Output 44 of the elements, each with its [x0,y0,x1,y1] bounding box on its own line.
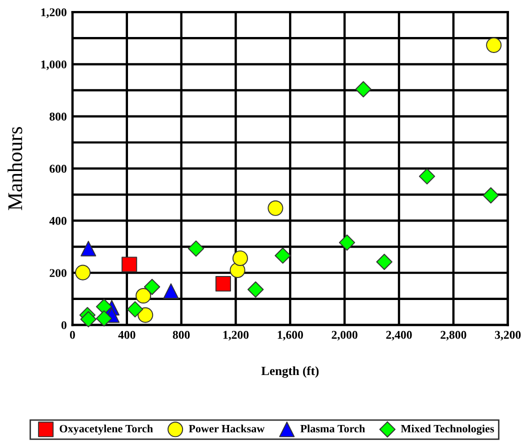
point [215,276,231,292]
point [482,187,499,204]
x-tick-label: 3,200 [495,330,521,341]
point [96,310,112,327]
point [232,250,248,266]
point [126,301,144,318]
x-axis-title: Length (ft) [261,366,319,378]
point [122,256,138,272]
y-tick-label: 400 [49,216,66,225]
point [248,281,264,298]
legend-label: Power Hacksaw [188,424,265,432]
point [144,278,160,295]
point [138,307,154,323]
point [80,311,96,328]
point [274,248,291,264]
x-tick-label: 2,400 [386,330,412,341]
y-tick-label: 1,000 [41,60,66,70]
x-tick-label: 1,200 [223,330,249,341]
point [188,240,204,257]
x-tick-label: 2,800 [440,330,466,341]
x-tick-label: 800 [172,330,190,339]
x-tick-label: 2,000 [332,330,358,341]
x-tick-label: 1,600 [278,330,303,341]
point [268,200,284,216]
y-tick-label: 800 [50,112,66,121]
point [486,37,502,53]
legend-label: Oxyacetylene Torch [60,424,153,435]
legend-label: Mixed Technologies [400,424,494,435]
y-tick-label: 0 [61,321,66,330]
point [163,283,179,299]
y-axis-title: Manhours [8,127,22,210]
y-tick-label: 600 [50,164,66,173]
point [136,288,152,304]
legend-label: Plasma Torch [300,424,366,432]
point [75,264,91,280]
point [80,240,96,256]
point [355,81,372,98]
y-tick-label: 200 [50,269,66,278]
point [418,168,436,184]
x-tick-label: 0 [70,330,75,339]
x-tick-label: 400 [118,330,136,339]
y-tick-label: 1,200 [41,8,66,18]
point [338,234,356,251]
point [376,254,392,270]
